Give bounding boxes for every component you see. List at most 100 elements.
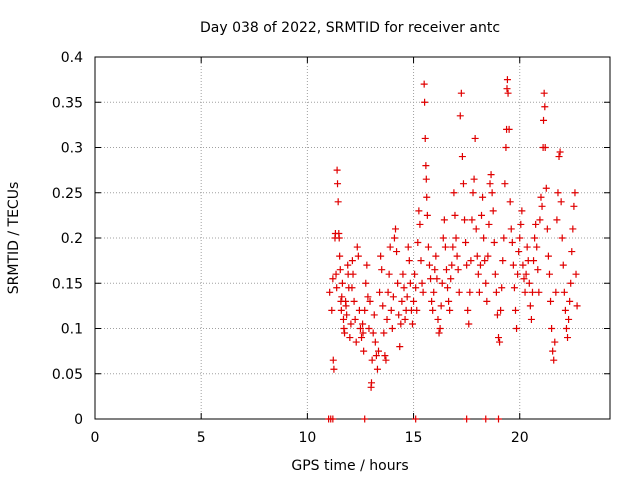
data-point [423,211,431,219]
data-point [564,334,572,342]
data-point [446,306,454,314]
data-point [567,279,575,287]
data-point [542,184,550,192]
data-point [534,266,542,274]
data-point [507,225,515,233]
data-point [502,144,510,151]
data-point [350,297,358,305]
data-point [412,284,420,292]
data-point [555,153,563,161]
data-points [325,76,581,423]
data-point [438,279,446,287]
data-point [571,189,579,197]
data-point [435,329,443,337]
data-point [514,270,522,278]
data-point [466,288,474,296]
data-point [432,252,440,260]
data-point [511,306,519,314]
data-point [449,243,457,251]
data-point [516,234,524,242]
data-point [358,334,366,342]
data-point [523,243,531,251]
data-point [517,220,525,228]
data-point [459,180,467,188]
data-point [401,315,409,323]
data-point [553,216,561,224]
data-point [442,266,450,274]
data-point [328,306,336,314]
data-point [394,279,402,287]
data-point [503,85,511,93]
data-point [569,225,577,233]
data-point [565,315,573,323]
data-point [348,257,356,265]
data-point [329,275,337,283]
data-point [508,239,516,247]
data-point [359,329,367,337]
data-point [360,347,368,355]
data-point [408,320,416,328]
data-point [566,297,574,305]
data-point [364,293,372,301]
data-point [495,334,503,342]
data-point [417,257,425,265]
data-point [400,284,408,292]
data-point [421,98,429,106]
data-point [338,279,346,287]
data-point [461,216,469,224]
data-point [403,293,411,301]
data-point [518,207,526,215]
data-point [478,211,486,219]
data-point [383,315,391,323]
data-point [464,306,472,314]
data-point [573,302,581,310]
data-point [366,297,374,305]
data-point [433,275,441,283]
x-tick-label: 0 [91,430,100,446]
data-point [522,270,530,278]
data-point [532,220,540,228]
data-point [406,279,414,287]
data-point [562,325,570,332]
data-point [410,297,418,305]
data-point [462,239,470,247]
data-point [544,252,552,260]
data-point [381,352,389,360]
data-point [390,234,398,242]
data-point [393,248,401,256]
data-point [343,311,351,319]
data-point [337,306,345,314]
data-point [430,288,438,296]
data-point [359,320,367,328]
data-point [537,193,545,201]
data-point [369,329,377,337]
data-point [557,198,565,206]
data-point [441,243,449,251]
data-point [447,275,455,283]
data-point [504,89,512,97]
data-point [361,306,369,314]
data-point [326,288,334,296]
data-point [368,356,376,364]
data-point [510,284,518,292]
data-point [495,415,503,423]
data-point [484,252,492,260]
data-point [422,175,430,183]
data-point [379,302,387,310]
data-point [548,325,556,332]
y-tick-label: 0.1 [61,322,83,338]
data-point [488,189,496,197]
data-point [472,225,480,233]
data-point [389,293,397,301]
data-point [437,302,445,310]
data-point [497,306,505,314]
data-point [568,248,576,256]
data-point [545,270,553,278]
data-point [335,234,343,242]
data-point [467,257,475,265]
data-point [496,338,504,346]
data-point [454,266,462,274]
data-point [482,415,490,423]
data-point [572,270,580,278]
data-point [458,153,466,161]
